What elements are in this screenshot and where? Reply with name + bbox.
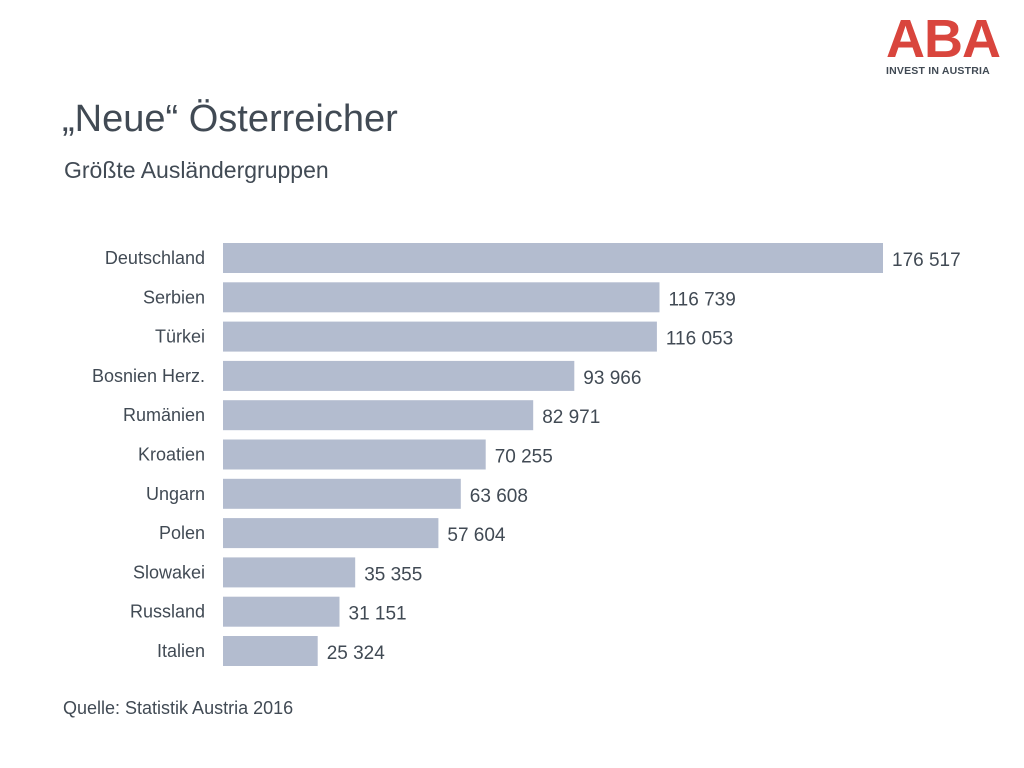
category-label: Polen bbox=[159, 523, 205, 543]
category-label: Ungarn bbox=[146, 484, 205, 504]
bar-ungarn bbox=[223, 478, 461, 509]
value-label: 31 151 bbox=[349, 604, 407, 625]
value-label: 25 324 bbox=[327, 643, 386, 664]
aba-logo: ABA INVEST IN AUSTRIA bbox=[886, 9, 1001, 77]
category-label: Kroatien bbox=[138, 445, 205, 465]
category-label: Russland bbox=[130, 602, 205, 622]
logo-mark: ABA bbox=[886, 9, 1001, 69]
source-note: Quelle: Statistik Austria 2016 bbox=[63, 698, 294, 718]
bar-polen bbox=[223, 518, 439, 549]
value-label: 57 604 bbox=[447, 525, 506, 546]
page-subtitle: Größte Ausländergruppen bbox=[64, 157, 329, 183]
category-label: Deutschland bbox=[105, 248, 205, 268]
value-label: 35 355 bbox=[364, 564, 422, 585]
category-label: Slowakei bbox=[133, 562, 205, 582]
logo-tagline: INVEST IN AUSTRIA bbox=[886, 65, 990, 77]
category-label: Serbien bbox=[143, 287, 205, 307]
category-label: Türkei bbox=[155, 327, 205, 347]
bar-rumänien bbox=[223, 400, 534, 431]
value-label: 93 966 bbox=[583, 368, 641, 389]
value-label: 116 739 bbox=[669, 289, 736, 310]
category-label: Rumänien bbox=[123, 405, 205, 425]
bar-slowakei bbox=[223, 557, 356, 588]
bar-italien bbox=[223, 636, 318, 666]
bar-serbien bbox=[223, 282, 660, 313]
bar-kroatien bbox=[223, 439, 486, 470]
bar-türkei bbox=[223, 321, 657, 352]
bar-bosnien-herz- bbox=[223, 360, 575, 391]
bar-deutschland bbox=[223, 243, 883, 273]
value-label: 63 608 bbox=[470, 486, 528, 507]
value-label: 82 971 bbox=[542, 407, 600, 428]
bar-russland bbox=[223, 596, 340, 627]
value-label: 176 517 bbox=[892, 250, 961, 271]
page-title: „Neue“ Österreicher bbox=[62, 98, 398, 140]
category-label: Italien bbox=[157, 641, 205, 661]
category-label: Bosnien Herz. bbox=[92, 366, 205, 386]
value-label: 116 053 bbox=[666, 329, 733, 350]
value-label: 70 255 bbox=[495, 447, 553, 468]
